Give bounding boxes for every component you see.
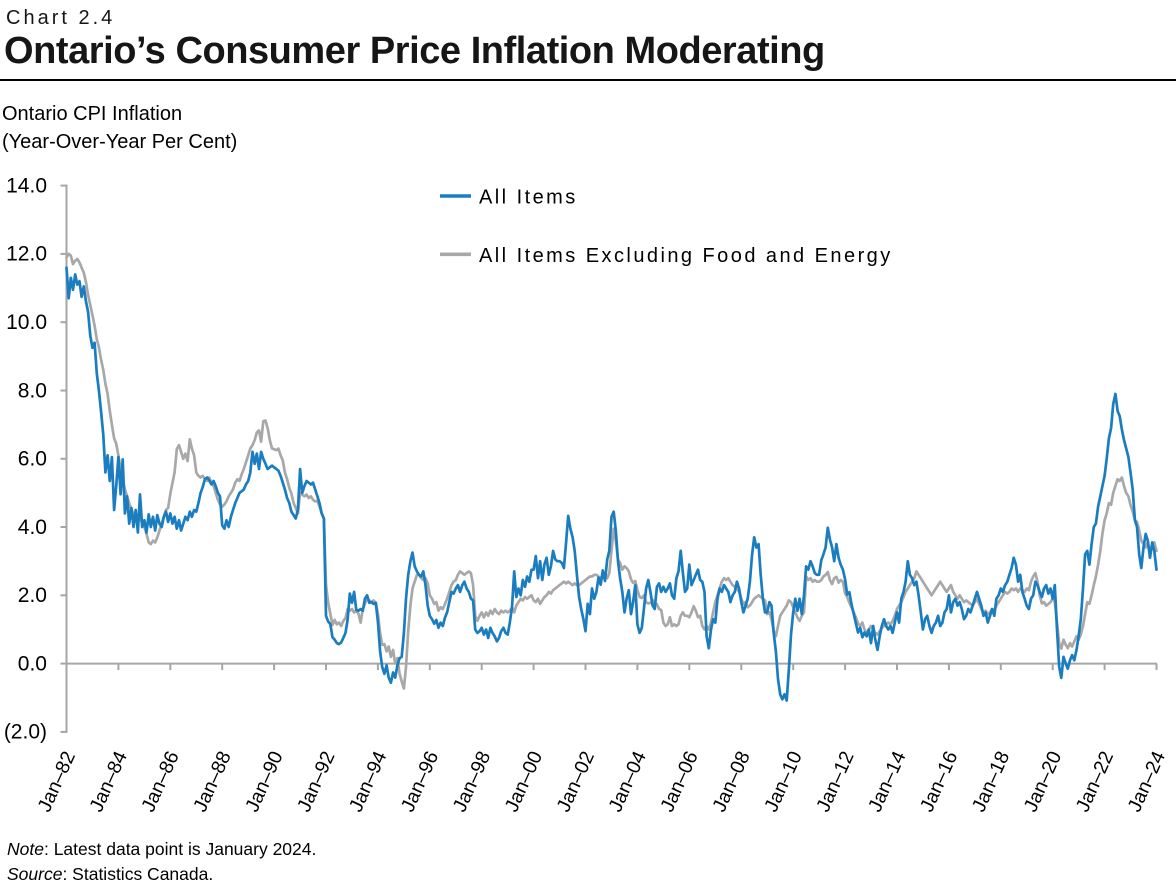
svg-text:Jan–98: Jan–98 — [449, 748, 496, 815]
svg-text:0.0: 0.0 — [18, 652, 47, 675]
svg-text:Jan–02: Jan–02 — [552, 748, 599, 815]
svg-text:Jan–90: Jan–90 — [241, 748, 288, 815]
svg-text:Jan–20: Jan–20 — [1020, 748, 1067, 815]
svg-text:Jan–88: Jan–88 — [189, 748, 236, 815]
svg-text:6.0: 6.0 — [18, 448, 47, 471]
svg-text:Jan–22: Jan–22 — [1072, 748, 1119, 815]
svg-text:Jan–96: Jan–96 — [397, 748, 444, 815]
svg-text:Jan–82: Jan–82 — [33, 748, 80, 815]
svg-text:2.0: 2.0 — [18, 584, 47, 607]
svg-text:8.0: 8.0 — [18, 379, 47, 402]
svg-text:Jan–84: Jan–84 — [85, 748, 132, 815]
svg-text:Jan–18: Jan–18 — [968, 748, 1015, 815]
svg-text:Jan–14: Jan–14 — [864, 748, 911, 815]
svg-text:Jan–06: Jan–06 — [656, 748, 703, 815]
svg-text:Jan–00: Jan–00 — [501, 748, 548, 815]
svg-text:Jan–10: Jan–10 — [760, 748, 807, 815]
svg-text:Jan–12: Jan–12 — [812, 748, 859, 815]
svg-text:Jan–08: Jan–08 — [708, 748, 755, 815]
svg-text:12.0: 12.0 — [6, 243, 47, 266]
svg-text:Jan–86: Jan–86 — [137, 748, 184, 815]
svg-text:Jan–92: Jan–92 — [293, 748, 340, 815]
svg-text:(2.0): (2.0) — [4, 721, 47, 744]
svg-text:Jan–16: Jan–16 — [916, 748, 963, 815]
svg-text:All Items: All Items — [479, 187, 578, 209]
svg-text:10.0: 10.0 — [6, 311, 47, 334]
svg-text:14.0: 14.0 — [6, 174, 47, 197]
svg-text:4.0: 4.0 — [18, 516, 47, 539]
svg-text:All Items Excluding Food and E: All Items Excluding Food and Energy — [479, 245, 893, 267]
svg-text:Jan–04: Jan–04 — [604, 748, 651, 815]
svg-text:Jan–94: Jan–94 — [345, 748, 392, 815]
svg-text:Jan–24: Jan–24 — [1123, 748, 1170, 815]
